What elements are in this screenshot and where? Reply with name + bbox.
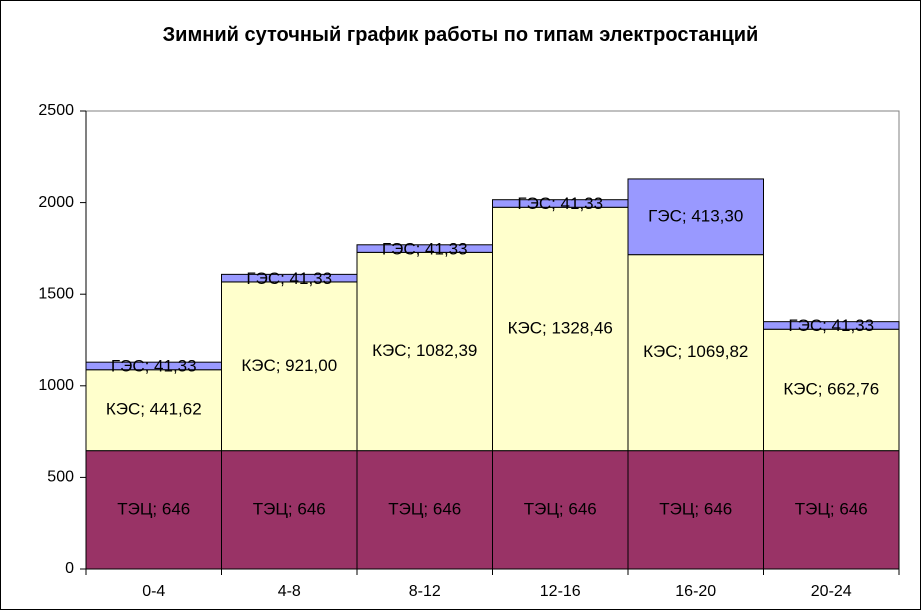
x-tick-label: 20-24	[811, 583, 852, 600]
bar-ГЭС-16-20	[627, 178, 764, 256]
data-label: КЭС; 441,62	[106, 400, 202, 419]
bar-КЭС-12-16	[492, 206, 629, 452]
data-label: ГЭС; 41,33	[788, 316, 874, 335]
bar-КЭС-0-4	[85, 369, 222, 452]
data-label: ТЭЦ; 646	[117, 499, 190, 518]
data-label: ТЭЦ; 646	[795, 499, 868, 518]
y-tick-label: 1500	[38, 285, 74, 302]
data-label: КЭС; 662,76	[783, 379, 879, 398]
data-label: ТЭЦ; 646	[524, 499, 597, 518]
data-label: КЭС; 921,00	[241, 356, 337, 375]
y-tick-label: 500	[47, 469, 74, 486]
y-tick-label: 2000	[38, 194, 74, 211]
x-tick-label: 12-16	[540, 583, 581, 600]
data-label: ТЭЦ; 646	[388, 499, 461, 518]
data-label: ГЭС; 41,33	[517, 194, 603, 213]
bar-ТЭЦ-8-12	[356, 450, 493, 570]
data-label: КЭС; 1082,39	[372, 341, 477, 360]
x-tick-label: 0-4	[142, 583, 165, 600]
chart-title: Зимний суточный график работы по типам э…	[162, 24, 759, 46]
y-tick-label: 0	[65, 560, 74, 577]
x-tick-label: 16-20	[675, 583, 716, 600]
data-label: ТЭЦ; 646	[659, 499, 732, 518]
data-label: ГЭС; 41,33	[111, 357, 197, 376]
data-label: КЭС; 1328,46	[508, 318, 613, 337]
y-tick-label: 1000	[38, 377, 74, 394]
data-label: КЭС; 1069,82	[643, 342, 748, 361]
bar-ТЭЦ-20-24	[763, 450, 900, 570]
bar-ГЭС-20-24	[763, 321, 900, 330]
data-label: ГЭС; 41,33	[246, 269, 332, 288]
bar-КЭС-20-24	[763, 328, 900, 452]
bar-ТЭЦ-16-20	[627, 450, 764, 570]
data-label: ГЭС; 41,33	[382, 239, 468, 258]
x-tick-label: 4-8	[278, 583, 301, 600]
bar-КЭС-16-20	[627, 254, 764, 452]
data-label: ТЭЦ; 646	[253, 499, 326, 518]
data-label: ГЭС; 413,30	[648, 206, 743, 225]
x-tick-label: 8-12	[409, 583, 441, 600]
y-tick-label: 2500	[38, 102, 74, 119]
